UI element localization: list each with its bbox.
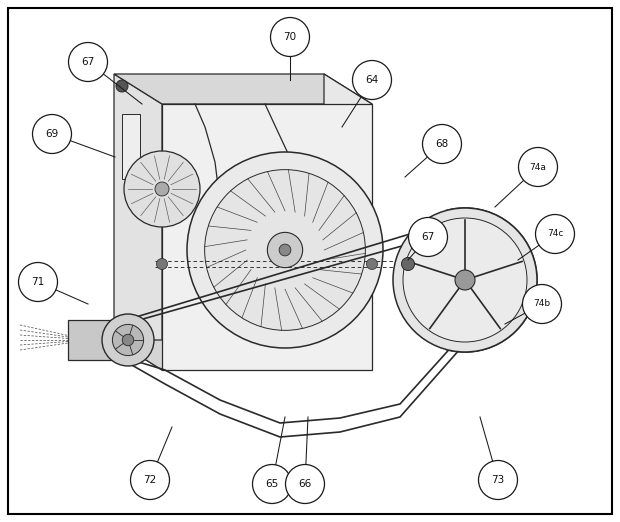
Polygon shape	[114, 74, 162, 370]
Circle shape	[116, 80, 128, 92]
Circle shape	[518, 148, 557, 186]
Circle shape	[102, 314, 154, 366]
Text: 73: 73	[492, 475, 505, 485]
Text: 64: 64	[365, 75, 379, 85]
Circle shape	[403, 218, 527, 342]
FancyBboxPatch shape	[68, 320, 123, 360]
Text: 68: 68	[435, 139, 449, 149]
Polygon shape	[114, 340, 372, 370]
Text: 70: 70	[283, 32, 296, 42]
Text: 72: 72	[143, 475, 157, 485]
Text: 67: 67	[422, 232, 435, 242]
Circle shape	[205, 170, 365, 330]
Polygon shape	[114, 74, 372, 104]
Circle shape	[68, 42, 107, 81]
Circle shape	[393, 208, 537, 352]
Circle shape	[267, 232, 303, 268]
Text: 74a: 74a	[529, 162, 546, 172]
Circle shape	[19, 263, 58, 302]
Circle shape	[122, 334, 134, 346]
Circle shape	[155, 182, 169, 196]
Circle shape	[523, 284, 562, 324]
Circle shape	[270, 18, 309, 56]
Circle shape	[409, 218, 448, 256]
Circle shape	[353, 61, 391, 100]
Text: 74c: 74c	[547, 230, 563, 239]
Polygon shape	[162, 104, 372, 370]
Circle shape	[130, 460, 169, 500]
Circle shape	[279, 244, 291, 256]
Circle shape	[285, 465, 324, 504]
Circle shape	[32, 114, 71, 153]
Bar	[122, 114, 140, 179]
Circle shape	[455, 270, 475, 290]
Circle shape	[479, 460, 518, 500]
Circle shape	[112, 324, 144, 355]
Circle shape	[402, 257, 415, 270]
Circle shape	[124, 151, 200, 227]
Text: 67: 67	[81, 57, 95, 67]
Text: 65: 65	[265, 479, 278, 489]
Circle shape	[536, 215, 575, 254]
Text: eReplacementParts.com: eReplacementParts.com	[219, 245, 381, 258]
Circle shape	[422, 125, 461, 163]
Text: 71: 71	[32, 277, 45, 287]
Circle shape	[252, 465, 291, 504]
Circle shape	[366, 258, 378, 269]
Circle shape	[156, 258, 167, 269]
Text: 66: 66	[298, 479, 312, 489]
Text: 69: 69	[45, 129, 59, 139]
Circle shape	[187, 152, 383, 348]
Text: 74b: 74b	[533, 300, 551, 309]
Polygon shape	[324, 74, 372, 370]
